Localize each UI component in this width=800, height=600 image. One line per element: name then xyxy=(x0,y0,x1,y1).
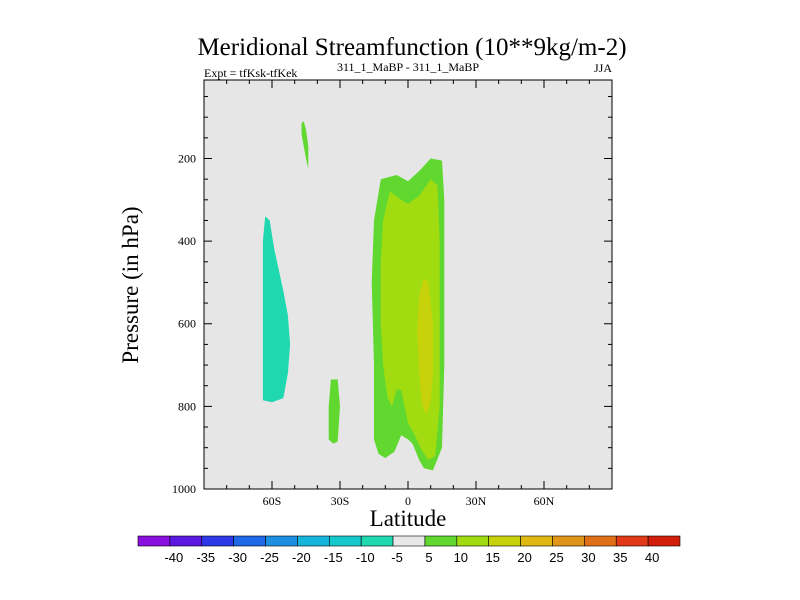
colorbar-label: 15 xyxy=(485,550,499,565)
contour-region-neg-cell-60S xyxy=(262,216,291,403)
colorbar-swatch xyxy=(297,535,330,547)
colorbar-label: 40 xyxy=(645,550,659,565)
contour-region-pos-cell-upper-45S xyxy=(301,121,309,169)
colorbar-swatch xyxy=(201,535,234,547)
colorbar-swatch xyxy=(392,535,426,547)
colorbar-label: -5 xyxy=(391,550,403,565)
axis-ticks: 60S 30S 0 30N 60N 200 400 600 800 1000 xyxy=(172,80,612,508)
colorbar-label: -30 xyxy=(228,550,247,565)
colorbar-swatch xyxy=(328,535,362,547)
x-tick-label: 30S xyxy=(331,494,350,508)
x-axis-label: Latitude xyxy=(370,506,447,531)
subtitle-cases: 311_1_MaBP - 311_1_MaBP xyxy=(337,60,479,74)
colorbar-label: 30 xyxy=(581,550,595,565)
y-tick-label: 600 xyxy=(178,317,196,331)
colorbar-label: 35 xyxy=(613,550,627,565)
colorbar-label: 25 xyxy=(549,550,563,565)
colorbar-swatch xyxy=(233,535,266,547)
x-tick-label: 60N xyxy=(534,494,555,508)
colorbar-swatch xyxy=(584,535,617,547)
colorbar-label: -40 xyxy=(164,550,183,565)
subtitle-experiment: Expt = tfKsk-tfKek xyxy=(204,66,297,80)
chart-title: Meridional Streamfunction (10**9kg/m-2) xyxy=(197,34,626,61)
contour-region-pos-cell-lower-30S xyxy=(328,379,340,444)
colorbar-swatch xyxy=(169,535,203,547)
x-tick-label: 30N xyxy=(466,494,487,508)
colorbar-swatch xyxy=(265,535,298,547)
colorbar-swatch xyxy=(456,535,490,547)
colorbar-swatch xyxy=(360,535,394,547)
colorbar-label: -25 xyxy=(260,550,279,565)
colorbar-swatch xyxy=(488,535,521,547)
y-axis-label: Pressure (in hPa) xyxy=(118,206,143,363)
colorbar-swatch xyxy=(137,535,171,547)
colorbar-swatch xyxy=(552,535,585,547)
y-tick-label: 800 xyxy=(178,399,196,413)
colorbar-label: -20 xyxy=(292,550,311,565)
colorbar: -40 -35 -30 -25 -20 -15 -10 -5 5 10 15 20 25 30 35 40 xyxy=(137,535,681,565)
colorbar-swatch xyxy=(615,535,649,547)
colorbar-label: -35 xyxy=(196,550,215,565)
x-tick-label: 60S xyxy=(263,494,282,508)
colorbar-label: 5 xyxy=(425,550,432,565)
y-tick-label: 400 xyxy=(178,234,196,248)
colorbar-label: -10 xyxy=(356,550,375,565)
y-tick-label: 200 xyxy=(178,151,196,165)
x-tick-label: 0 xyxy=(405,494,411,508)
colorbar-swatch xyxy=(647,535,681,547)
y-tick-label: 1000 xyxy=(172,482,196,496)
subtitle-season: JJA xyxy=(594,61,612,75)
colorbar-label: -15 xyxy=(324,550,343,565)
contour-regions xyxy=(262,121,445,471)
colorbar-label: 10 xyxy=(454,550,468,565)
colorbar-swatch xyxy=(520,535,553,547)
contour-region-pos-cell-tropics-core xyxy=(417,278,433,415)
colorbar-swatch xyxy=(424,535,458,547)
colorbar-label: 20 xyxy=(517,550,531,565)
